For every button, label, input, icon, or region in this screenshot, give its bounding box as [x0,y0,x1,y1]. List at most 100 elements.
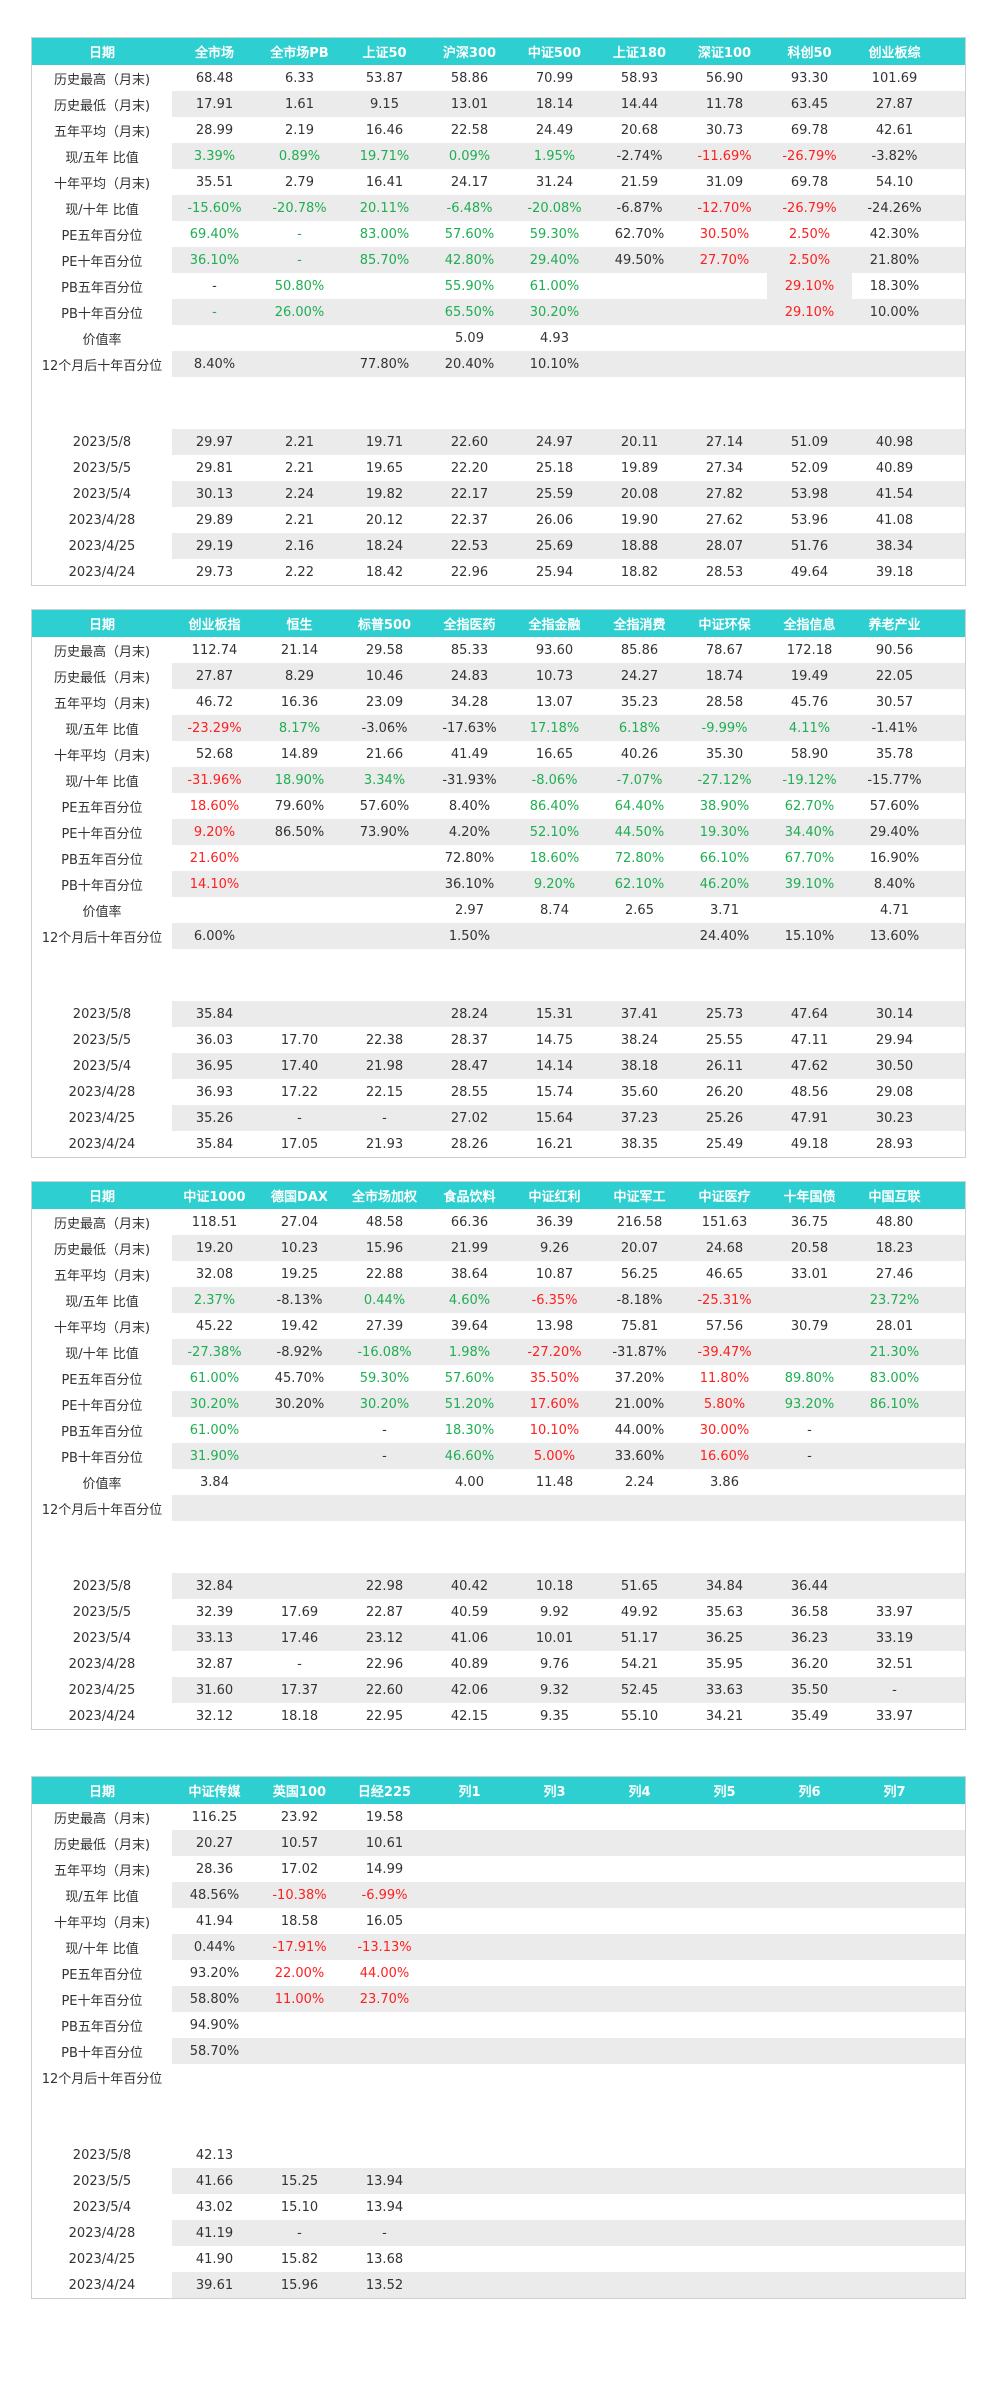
table-cell: 34.21 [705,1708,744,1724]
table-cell: 22.87 [365,1604,404,1620]
table-row: 2023/4/28 29.89 2.21 20.12 22.37 26.06 19.90 27… [32,507,965,533]
row-label: 十年平均（月末) [53,748,151,764]
table-cell [512,2064,597,2090]
table-cell [767,2142,852,2168]
table-cell [597,325,682,351]
table-cell [257,1547,342,1573]
table-cell [597,2168,682,2194]
table-cell: 6.33 [285,70,314,86]
table-cell: -12.70% [697,200,752,216]
row-label: 2023/4/28 [32,2220,172,2246]
table-cell: 172.18 [786,642,833,658]
table-cell [257,1417,342,1443]
table-cell: 17.91 [195,96,234,112]
table-cell: - [297,252,302,268]
table-cell [852,975,937,1001]
table-cell: 21.30% [869,1344,920,1360]
table-cell: 14.99 [365,1861,404,1877]
table-cell [512,1856,597,1882]
table-row: 历史最高（月末) 112.74 21.14 29.58 85.33 93.60 85.86 7… [32,637,965,663]
table-cell: 41.19 [195,2225,234,2241]
table-cell [767,325,852,351]
row-label [32,2090,172,2116]
table-cell: 37.23 [620,1110,659,1126]
table-cell: 94.90% [189,2017,240,2033]
table-row: PE五年百分位 18.60% 79.60% 57.60% 8.40% 86.40% 64.4… [32,793,965,819]
row-label: 12个月后十年百分位 [32,351,172,377]
table-cell [597,923,682,949]
table-cell: 3.71 [710,902,739,918]
table-cell: 86.40% [529,798,580,814]
table-cell: 9.32 [540,1682,569,1698]
table-cell [767,1521,852,1547]
table-cell [427,1495,512,1521]
table-cell [512,1495,597,1521]
table-row: PB五年百分位 61.00% - 18.30% 10.10% 44.00% 30.00% - [32,1417,965,1443]
table-cell [767,1804,852,1830]
row-label: 历史最低（月末) [32,1235,172,1261]
table-cell: 18.24 [365,538,404,554]
table-cell: 4.20% [448,824,491,840]
table-cell: 73.90% [359,824,410,840]
table-cell: 48.56% [189,1887,240,1903]
table-cell [427,2220,512,2246]
row-label: 2023/5/8 [32,1573,172,1599]
table-cell: 16.05 [365,1913,404,1929]
table-cell: 10.61 [365,1835,404,1851]
row-label: 价值率 [82,332,122,348]
table-cell [427,2038,512,2064]
table-cell [257,377,342,403]
table-cell: 17.02 [280,1861,319,1877]
table-cell: 13.60% [869,928,920,944]
column-header: 沪深300 [442,46,497,61]
table-cell: -19.12% [782,772,837,788]
column-header: 科创50 [787,46,832,61]
table-cell: 20.07 [620,1240,659,1256]
table-cell [172,1521,257,1547]
table-cell [682,949,767,975]
row-label: 2023/4/28 [68,1084,136,1100]
table-cell: 17.37 [280,1682,319,1698]
table-row: 现/五年 比值 3.39% 0.89% 19.71% 0.09% 1.95% -2.74% -… [32,143,965,169]
table-cell [682,1882,767,1908]
table-cell: 61.00% [189,1422,240,1438]
row-label: 2023/4/24 [68,1136,136,1152]
table-row: 历史最低（月末) 19.20 10.23 15.96 21.99 9.26 20.07 24.… [32,1235,965,1261]
table-cell: 35.51 [195,174,234,190]
table-cell: 15.25 [280,2173,319,2189]
table-cell [852,1573,937,1599]
row-label: 现/五年 比值 [32,1287,172,1313]
table-cell: -31.93% [442,772,497,788]
table-cell: 25.94 [535,564,574,580]
table-row: PB十年百分位 31.90% - 46.60% 5.00% 33.60% 16.60% - [32,1443,965,1469]
table-cell: 36.95 [195,1058,234,1074]
table-cell: 45.70% [274,1370,325,1386]
table-cell: 1.61 [285,96,314,112]
table-cell: 53.96 [790,512,829,528]
table-row: PB十年百分位 14.10% 36.10% 9.20% 62.10% 46.20% 39.1… [32,871,965,897]
table-cell: 48.58 [365,1214,404,1230]
table-cell: 63.45 [790,96,829,112]
row-label: 2023/5/4 [32,1053,172,1079]
table-cell [852,1469,937,1495]
table-cell: 22.58 [450,122,489,138]
table-cell [682,299,767,325]
table-cell: 6.18% [618,720,661,736]
table-row [32,975,965,1001]
table-cell: 24.40% [699,928,750,944]
table-row: 现/五年 比值 2.37% -8.13% 0.44% 4.60% -6.35% -8.18%… [32,1287,965,1313]
column-header: 中证传媒 [188,1785,241,1800]
table-cell: 29.19 [195,538,234,554]
table-cell: 93.20% [189,1965,240,1981]
row-label: 现/十年 比值 [32,767,172,793]
table-cell: 41.49 [450,746,489,762]
table-cell: 22.96 [450,564,489,580]
table-cell: 20.12 [365,512,404,528]
table-cell [342,325,427,351]
table-cell [597,403,682,429]
table-row: 历史最高（月末) 118.51 27.04 48.58 66.36 36.39 216.58… [32,1209,965,1235]
table-cell [597,949,682,975]
table-cell: 43.02 [195,2199,234,2215]
table-cell: 25.59 [535,486,574,502]
row-label: 12个月后十年百分位 [41,2071,163,2087]
